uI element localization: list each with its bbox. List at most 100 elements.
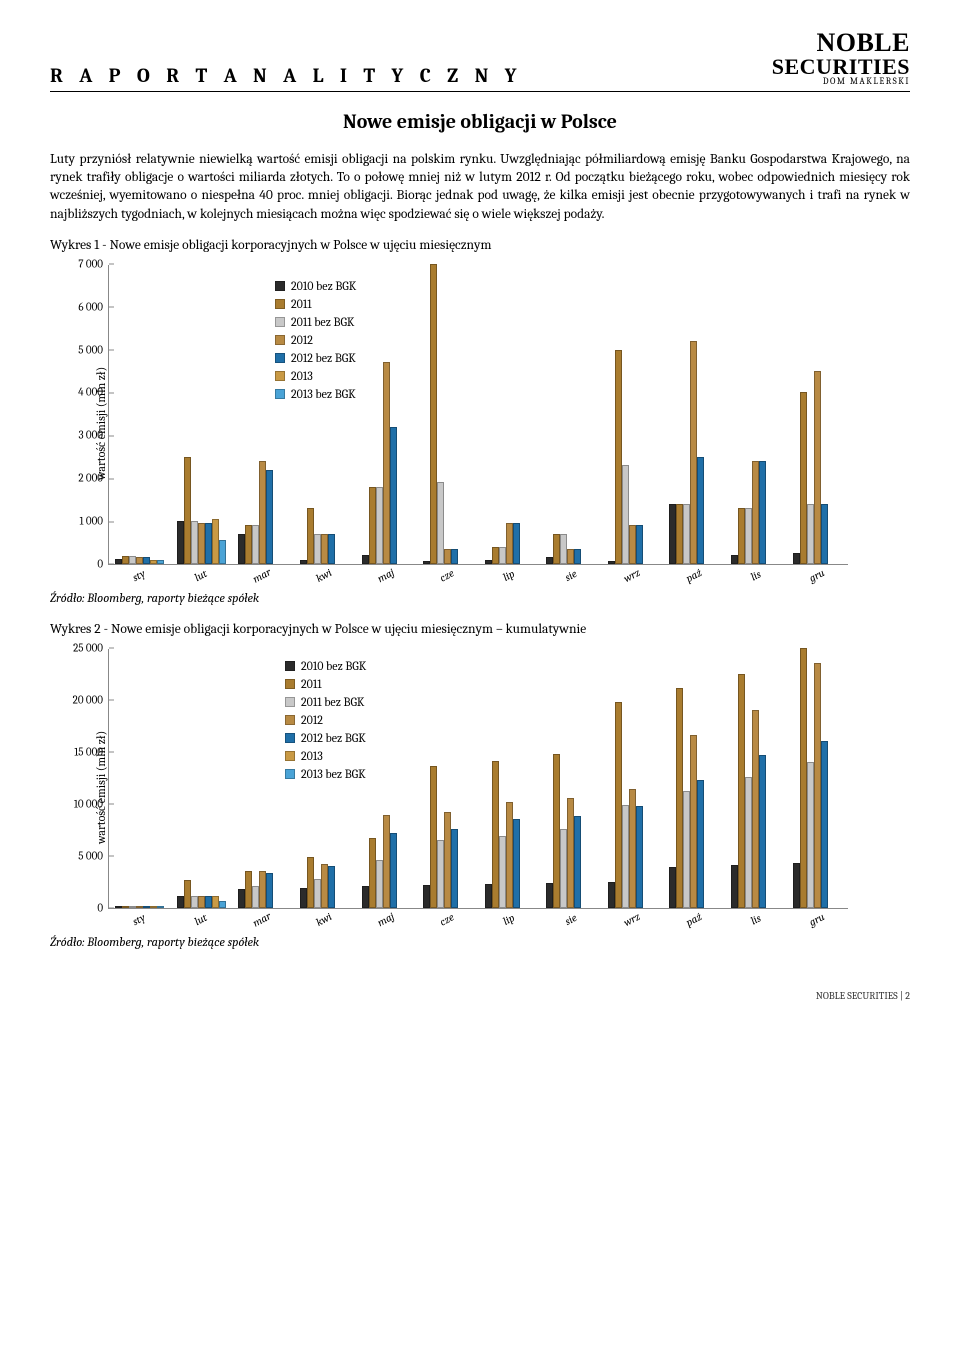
month-group <box>171 649 233 908</box>
legend-item: 2010 bez BGK <box>285 657 366 675</box>
month-group <box>355 265 417 564</box>
ytick: 20 000 <box>73 693 109 706</box>
ytick: 7 000 <box>78 257 109 270</box>
legend-label: 2012 <box>301 711 323 729</box>
legend-item: 2012 bez BGK <box>285 729 366 747</box>
month-group <box>540 649 602 908</box>
page-title: Nowe emisje obligacji w Polsce <box>50 110 910 133</box>
bar <box>115 559 122 564</box>
ytick: 3 000 <box>78 429 109 442</box>
bar <box>362 886 369 908</box>
bar <box>546 883 553 908</box>
bar <box>553 534 560 564</box>
bar <box>697 457 704 564</box>
bar <box>759 461 766 564</box>
bar <box>567 549 574 564</box>
bar <box>184 880 191 908</box>
body-paragraph: Luty przyniósł relatywnie niewielką wart… <box>50 151 910 224</box>
bar <box>622 805 629 908</box>
bar <box>437 482 444 563</box>
bar <box>669 504 676 564</box>
bar <box>793 863 800 908</box>
bar <box>259 871 266 908</box>
month-group <box>725 265 787 564</box>
bar <box>485 560 492 564</box>
legend-item: 2012 bez BGK <box>275 349 356 367</box>
chart1: wartość emisji (mln zł)01 0002 0003 0004… <box>50 265 910 582</box>
bar <box>321 534 328 564</box>
chart2-title: Wykres 2 - Nowe emisje obligacji korpora… <box>50 622 910 637</box>
bar <box>752 461 759 564</box>
bar <box>307 857 314 908</box>
page-header: R A P O R T A N A L I T Y C Z N Y NOBLE … <box>50 30 910 92</box>
legend-item: 2013 <box>275 367 356 385</box>
legend-item: 2011 <box>285 675 366 693</box>
bar <box>676 688 683 908</box>
chart-legend: 2010 bez BGK20112011 bez BGK20122012 bez… <box>279 653 372 787</box>
bar <box>321 864 328 908</box>
ytick: 10 000 <box>74 797 109 810</box>
bar <box>198 523 205 564</box>
bar <box>423 885 430 908</box>
legend-swatch <box>275 335 285 345</box>
legend-label: 2012 bez BGK <box>291 349 356 367</box>
bar <box>266 873 273 907</box>
report-label: R A P O R T A N A L I T Y C Z N Y <box>50 64 522 87</box>
bar <box>212 519 219 564</box>
legend-label: 2010 bez BGK <box>301 657 366 675</box>
bar <box>129 906 136 908</box>
bar <box>300 888 307 908</box>
legend-item: 2012 <box>285 711 366 729</box>
ytick: 5 000 <box>78 343 109 356</box>
bar <box>553 754 560 908</box>
legend-item: 2011 bez BGK <box>275 313 356 331</box>
legend-swatch <box>285 751 295 761</box>
legend-item: 2012 <box>275 331 356 349</box>
month-group <box>478 265 540 564</box>
bar <box>499 547 506 564</box>
legend-swatch <box>275 389 285 399</box>
bar <box>608 561 615 564</box>
ytick: 5 000 <box>78 849 109 862</box>
bar <box>307 508 314 564</box>
legend-swatch <box>275 317 285 327</box>
logo-line1: NOBLE <box>772 30 910 56</box>
month-group <box>602 265 664 564</box>
bar <box>444 549 451 564</box>
bar <box>615 702 622 908</box>
bar <box>814 371 821 564</box>
legend-label: 2012 <box>291 331 313 349</box>
legend-swatch <box>285 661 295 671</box>
bar <box>636 525 643 564</box>
logo: NOBLE SECURITIES DOM MAKLERSKI <box>772 30 910 87</box>
bar <box>328 866 335 908</box>
legend-item: 2010 bez BGK <box>275 277 356 295</box>
month-group <box>663 649 725 908</box>
legend-swatch <box>285 769 295 779</box>
bar <box>314 534 321 564</box>
bar <box>390 833 397 908</box>
month-group <box>540 265 602 564</box>
bar <box>430 766 437 908</box>
bar <box>608 882 615 908</box>
legend-swatch <box>275 299 285 309</box>
month-group <box>109 265 171 564</box>
bar <box>191 521 198 564</box>
legend-swatch <box>285 697 295 707</box>
chart-legend: 2010 bez BGK20112011 bez BGK20122012 bez… <box>269 273 362 407</box>
bar <box>738 508 745 564</box>
month-group <box>171 265 233 564</box>
bar <box>622 465 629 564</box>
bar <box>738 674 745 908</box>
bar <box>546 557 553 563</box>
bar <box>560 534 567 564</box>
bar <box>683 504 690 564</box>
ytick: 4 000 <box>78 386 109 399</box>
ytick: 6 000 <box>78 300 109 313</box>
bar <box>567 798 574 908</box>
legend-label: 2010 bez BGK <box>291 277 356 295</box>
ytick: 25 000 <box>73 641 109 654</box>
bar <box>697 780 704 908</box>
bar <box>485 884 492 908</box>
month-group <box>109 649 171 908</box>
